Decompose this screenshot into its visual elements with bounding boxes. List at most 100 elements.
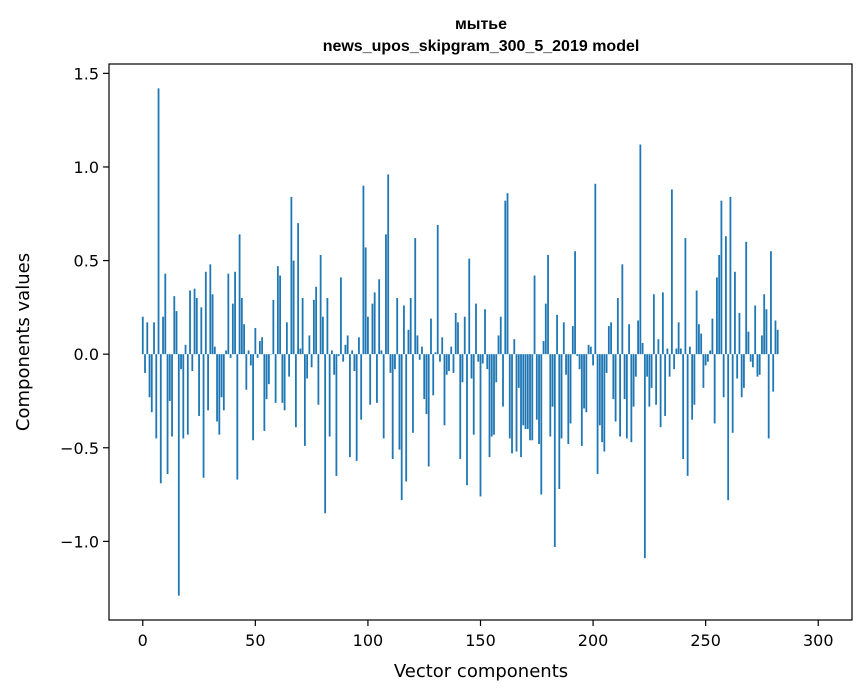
bar-145: [468, 258, 471, 355]
bar-7: [157, 88, 160, 355]
bar-152: [484, 309, 486, 355]
bar-153: [486, 354, 489, 370]
bar-17: [180, 354, 182, 370]
bar-167: [517, 354, 520, 388]
bar-34: [218, 354, 221, 435]
bar-58: [272, 299, 275, 355]
bar-269: [747, 331, 750, 355]
bar-268: [745, 241, 748, 355]
bar-182: [551, 354, 554, 407]
bar-21: [189, 290, 191, 355]
bar-220: [637, 320, 640, 355]
bar-193: [576, 354, 579, 357]
bar-77: [315, 286, 318, 355]
bar-282: [776, 329, 779, 355]
bar-67: [292, 260, 295, 355]
bar-55: [265, 354, 268, 400]
bar-222: [641, 342, 644, 355]
bar-5: [153, 322, 155, 355]
y-axis-label: Components values: [13, 253, 34, 431]
bar-144: [466, 354, 468, 486]
bar-59: [274, 354, 277, 403]
bar-275: [761, 335, 763, 355]
bar-101: [369, 354, 372, 405]
bar-131: [436, 225, 439, 355]
x-tick-label: 50: [245, 631, 265, 650]
bar-218: [632, 354, 635, 407]
bar-20: [186, 354, 189, 435]
bar-109: [387, 174, 390, 355]
bar-164: [511, 354, 513, 454]
y-tick-label: −0.5: [60, 439, 99, 458]
y-tick-label: 0.5: [74, 252, 99, 271]
bar-24: [195, 298, 198, 355]
y-tick-label: 1.5: [74, 64, 99, 83]
bar-22: [191, 354, 194, 372]
bar-195: [580, 354, 583, 446]
bar-97: [360, 354, 363, 420]
bar-75: [310, 354, 313, 368]
bar-230: [659, 354, 662, 428]
bar-51: [256, 354, 259, 358]
bar-66: [290, 196, 293, 355]
bar-255: [716, 277, 718, 355]
bar-227: [652, 294, 655, 355]
bar-219: [634, 354, 637, 377]
bar-257: [720, 200, 723, 355]
bar-249: [702, 354, 705, 388]
bar-156: [493, 354, 495, 435]
bar-171: [526, 354, 529, 430]
bar-37: [225, 350, 227, 355]
bar-68: [294, 354, 297, 428]
bar-231: [661, 292, 664, 355]
bar-265: [738, 312, 741, 355]
bar-260: [727, 354, 730, 501]
bar-205: [603, 354, 606, 452]
bar-127: [427, 354, 430, 467]
bar-29: [207, 354, 209, 411]
bar-162: [506, 193, 509, 355]
bar-196: [583, 354, 585, 409]
bar-100: [367, 316, 369, 355]
bar-210: [614, 354, 617, 422]
bar-85: [333, 354, 336, 375]
chart-title: мытье: [455, 16, 507, 33]
bar-243: [688, 346, 691, 355]
bar-63: [283, 354, 286, 411]
bar-272: [754, 305, 757, 355]
bar-90: [344, 344, 347, 355]
bar-154: [488, 354, 491, 458]
bar-96: [358, 337, 360, 355]
bar-92: [349, 354, 351, 458]
bar-112: [394, 354, 396, 370]
bar-264: [736, 354, 739, 379]
bar-174: [533, 275, 536, 355]
bar-81: [324, 354, 327, 514]
bar-137: [450, 346, 453, 355]
x-axis: 0 50 100 150 200 250 300: [138, 620, 834, 650]
bar-36: [222, 354, 225, 411]
bar-69: [297, 223, 300, 355]
bar-250: [704, 354, 707, 366]
bar-274: [758, 354, 761, 375]
bar-125: [423, 354, 426, 400]
bar-273: [756, 354, 759, 377]
bar-40: [231, 303, 234, 355]
bar-86: [335, 354, 338, 476]
bar-270: [749, 354, 752, 362]
bar-135: [445, 354, 448, 375]
bar-229: [657, 339, 660, 355]
bar-147: [472, 354, 475, 435]
bar-44: [240, 298, 243, 355]
bar-158: [497, 335, 500, 355]
bar-197: [585, 354, 588, 413]
bar-266: [740, 354, 743, 398]
bar-73: [306, 354, 309, 379]
bar-8: [159, 354, 162, 484]
bar-252: [709, 350, 712, 355]
bar-177: [540, 354, 543, 495]
bar-204: [601, 354, 603, 443]
bar-103: [373, 292, 376, 355]
bar-140: [457, 322, 459, 355]
